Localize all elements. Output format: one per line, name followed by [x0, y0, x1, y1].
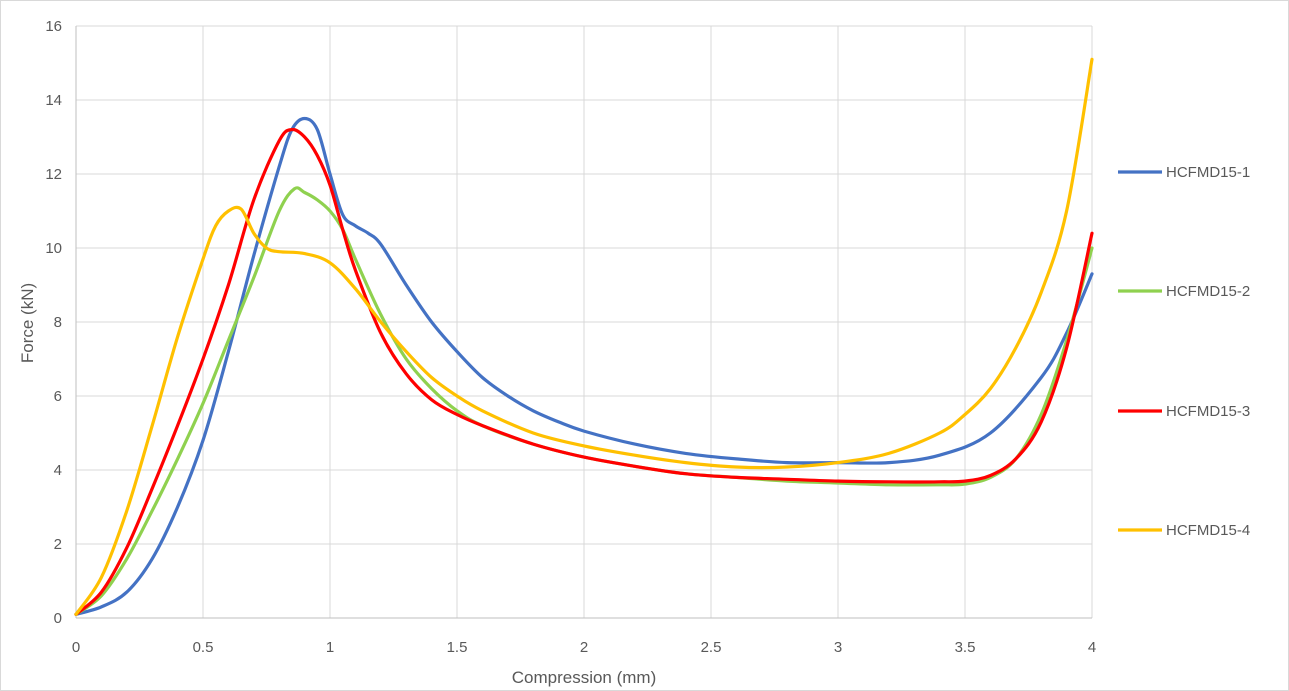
y-tick-label: 4 [54, 462, 62, 479]
series-line-4 [74, 57, 1094, 616]
x-tick-label: 2 [580, 639, 588, 656]
legend-label-2: HCFMD15-2 [1166, 283, 1250, 300]
axes: 0 2 4 6 8 10 12 14 16 0 0.5 1 1.5 2 2.5 3 3.5 4 [45, 18, 1096, 656]
y-axis-title: Force (kN) [18, 283, 37, 363]
legend-label-3: HCFMD15-3 [1166, 403, 1250, 420]
gridlines [76, 25, 1093, 618]
y-tick-label: 0 [54, 610, 62, 627]
x-tick-label: 1.5 [447, 639, 468, 656]
legend-label-1: HCFMD15-1 [1166, 164, 1250, 181]
x-axis-title: Compression (mm) [512, 668, 657, 687]
x-tick-label: 1 [326, 639, 334, 656]
legend-label-4: HCFMD15-4 [1166, 522, 1250, 539]
x-tick-label: 3.5 [955, 639, 976, 656]
series-lines [74, 57, 1094, 616]
y-tick-label: 8 [54, 314, 62, 331]
y-tick-label: 16 [45, 18, 62, 35]
x-tick-label: 2.5 [701, 639, 722, 656]
y-tick-label: 6 [54, 388, 62, 405]
x-tick-label: 0 [72, 639, 80, 656]
x-tick-label: 3 [834, 639, 842, 656]
legend: HCFMD15-1 HCFMD15-2 HCFMD15-3 HCFMD15-4 [1118, 164, 1250, 539]
y-tick-label: 14 [45, 92, 62, 109]
x-tick-label: 0.5 [193, 639, 214, 656]
y-tick-label: 12 [45, 166, 62, 183]
y-tick-label: 2 [54, 536, 62, 553]
y-tick-label: 10 [45, 240, 62, 257]
x-tick-label: 4 [1088, 639, 1096, 656]
series-line-2 [74, 186, 1094, 616]
series-line-3 [74, 127, 1094, 616]
